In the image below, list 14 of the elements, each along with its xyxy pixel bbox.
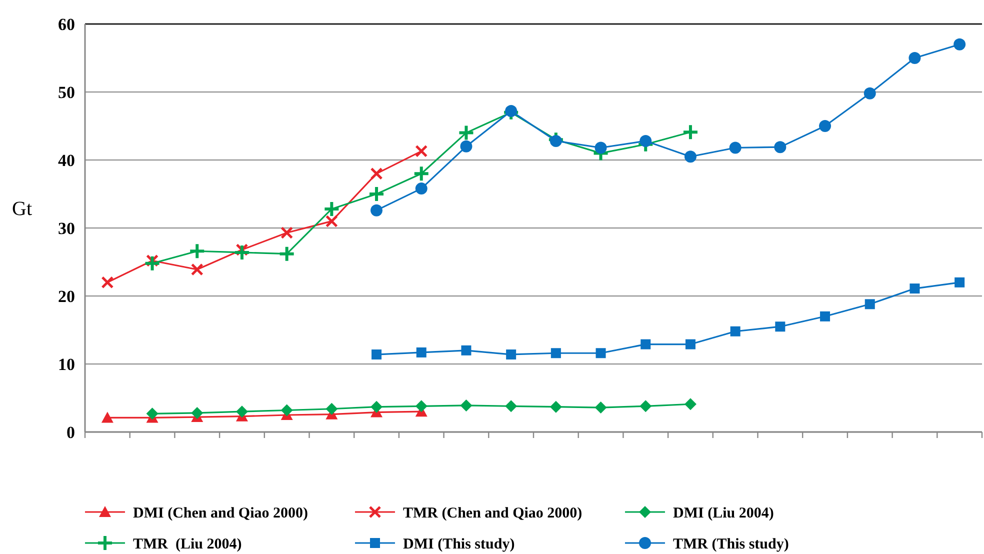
y-tick-label: 60 — [58, 14, 75, 34]
legend-label: DMI (This study) — [403, 536, 515, 552]
y-tick-label: 0 — [66, 422, 75, 442]
legend-label: TMR (Liu 2004) — [133, 536, 242, 552]
legend-label: DMI (Liu 2004) — [673, 505, 774, 522]
legend-label: TMR (This study) — [673, 536, 789, 552]
y-tick-label: 50 — [58, 82, 75, 102]
legend-label: DMI (Chen and Qiao 2000) — [133, 505, 308, 522]
y-tick-label: 40 — [58, 150, 75, 170]
y-tick-label: 20 — [58, 286, 75, 306]
y-axis-title: Gt — [12, 198, 32, 220]
legend-label: TMR (Chen and Qiao 2000) — [403, 505, 582, 522]
y-tick-label: 10 — [58, 354, 75, 374]
y-tick-label: 30 — [58, 218, 75, 238]
